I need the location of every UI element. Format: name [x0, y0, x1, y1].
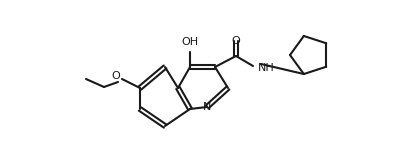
Text: O: O — [231, 36, 240, 46]
Text: OH: OH — [181, 37, 198, 47]
Text: O: O — [112, 71, 121, 81]
Text: NH: NH — [258, 63, 275, 73]
Text: N: N — [203, 102, 211, 112]
